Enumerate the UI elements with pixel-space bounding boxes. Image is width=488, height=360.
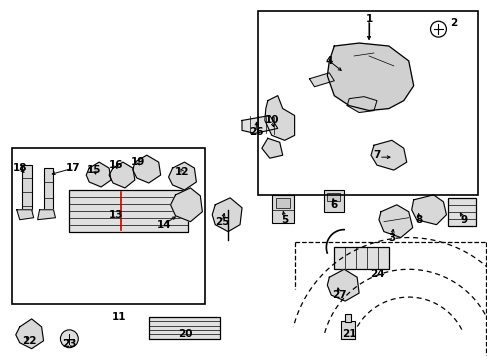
Text: 23: 23: [62, 339, 77, 349]
Bar: [43, 168, 53, 213]
Text: 19: 19: [130, 157, 145, 167]
Text: 8: 8: [414, 215, 422, 225]
Text: 24: 24: [369, 269, 384, 279]
Polygon shape: [17, 210, 34, 220]
Text: 18: 18: [13, 163, 27, 173]
Polygon shape: [168, 162, 196, 190]
Text: 17: 17: [66, 163, 81, 173]
Text: 6: 6: [330, 200, 337, 210]
Polygon shape: [326, 43, 413, 111]
Polygon shape: [346, 96, 376, 113]
Bar: [447, 198, 475, 226]
Text: 11: 11: [111, 312, 126, 322]
Polygon shape: [326, 269, 358, 301]
Polygon shape: [133, 155, 161, 183]
Text: 7: 7: [372, 150, 380, 160]
Bar: [326, 193, 340, 201]
Bar: [257, 11, 477, 195]
Text: 4: 4: [325, 56, 332, 66]
Polygon shape: [264, 96, 294, 140]
Polygon shape: [109, 162, 135, 188]
Polygon shape: [38, 210, 55, 220]
Bar: [12, 148, 205, 304]
Text: 3: 3: [387, 233, 395, 243]
Bar: [345, 314, 350, 322]
Polygon shape: [370, 140, 406, 170]
Polygon shape: [170, 188, 202, 222]
Text: 10: 10: [264, 116, 279, 126]
Text: 26: 26: [248, 127, 263, 138]
Text: 9: 9: [460, 215, 467, 225]
Text: 13: 13: [108, 210, 123, 220]
Bar: [341, 321, 354, 339]
Text: 21: 21: [341, 329, 356, 339]
Polygon shape: [378, 205, 412, 238]
Text: 25: 25: [215, 217, 229, 227]
Polygon shape: [86, 162, 111, 187]
Text: 27: 27: [331, 290, 346, 300]
Polygon shape: [242, 116, 277, 133]
Text: 22: 22: [22, 336, 37, 346]
Text: 16: 16: [108, 160, 123, 170]
Bar: [334, 247, 388, 269]
Text: 2: 2: [449, 18, 456, 28]
Text: 1: 1: [365, 14, 372, 24]
Bar: [324, 190, 344, 212]
Polygon shape: [411, 195, 446, 225]
Polygon shape: [212, 198, 242, 231]
Circle shape: [61, 330, 78, 348]
Text: 20: 20: [178, 329, 192, 339]
Polygon shape: [309, 73, 334, 87]
Polygon shape: [16, 319, 43, 349]
Bar: [271, 195, 293, 223]
Text: 5: 5: [281, 215, 288, 225]
Text: 14: 14: [156, 220, 171, 230]
Polygon shape: [262, 138, 282, 158]
Bar: [21, 165, 32, 215]
Bar: [275, 198, 289, 208]
Bar: [69, 190, 188, 231]
Text: 15: 15: [87, 165, 101, 175]
Text: 12: 12: [175, 167, 189, 177]
Bar: [148, 317, 220, 339]
